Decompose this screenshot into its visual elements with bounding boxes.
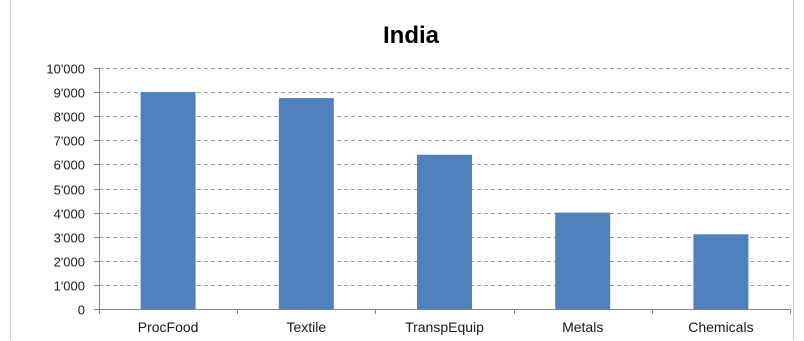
bar-procfood [140, 92, 196, 309]
y-tick-label: 9'000 [54, 86, 85, 101]
y-tick-label: 2'000 [54, 255, 85, 270]
x-category-label: TranspEquip [405, 319, 484, 335]
chart-frame [10, 0, 794, 340]
y-tick-label: 3'000 [54, 231, 85, 246]
bars [140, 92, 749, 309]
y-tick-label: 4'000 [54, 207, 85, 222]
y-tick-label: 6'000 [54, 158, 85, 173]
x-category-label: Metals [562, 319, 603, 335]
x-category-label: Chemicals [688, 319, 753, 335]
y-tick-label: 0 [78, 303, 85, 318]
bar-transpequip [417, 154, 472, 309]
y-tick-label: 7'000 [54, 134, 85, 149]
bar-chemicals [693, 234, 749, 309]
y-tick-label: 10'000 [46, 62, 85, 77]
chart-title: India [383, 22, 440, 49]
x-category-label: ProcFood [138, 319, 199, 335]
bar-textile [278, 98, 334, 309]
y-tick-label: 5'000 [54, 183, 85, 198]
x-category-label: Textile [286, 319, 326, 335]
x-axis-labels: ProcFood Textile TranspEquip Metals Chemical… [138, 319, 754, 335]
y-axis-ticks: 0 1'000 2'000 3'000 4'000 5'000 6'000 7'000 8'00… [46, 62, 99, 318]
axes [99, 68, 791, 314]
bar-metals [555, 212, 611, 309]
y-tick-label: 1'000 [54, 279, 85, 294]
y-tick-label: 8'000 [54, 110, 85, 125]
